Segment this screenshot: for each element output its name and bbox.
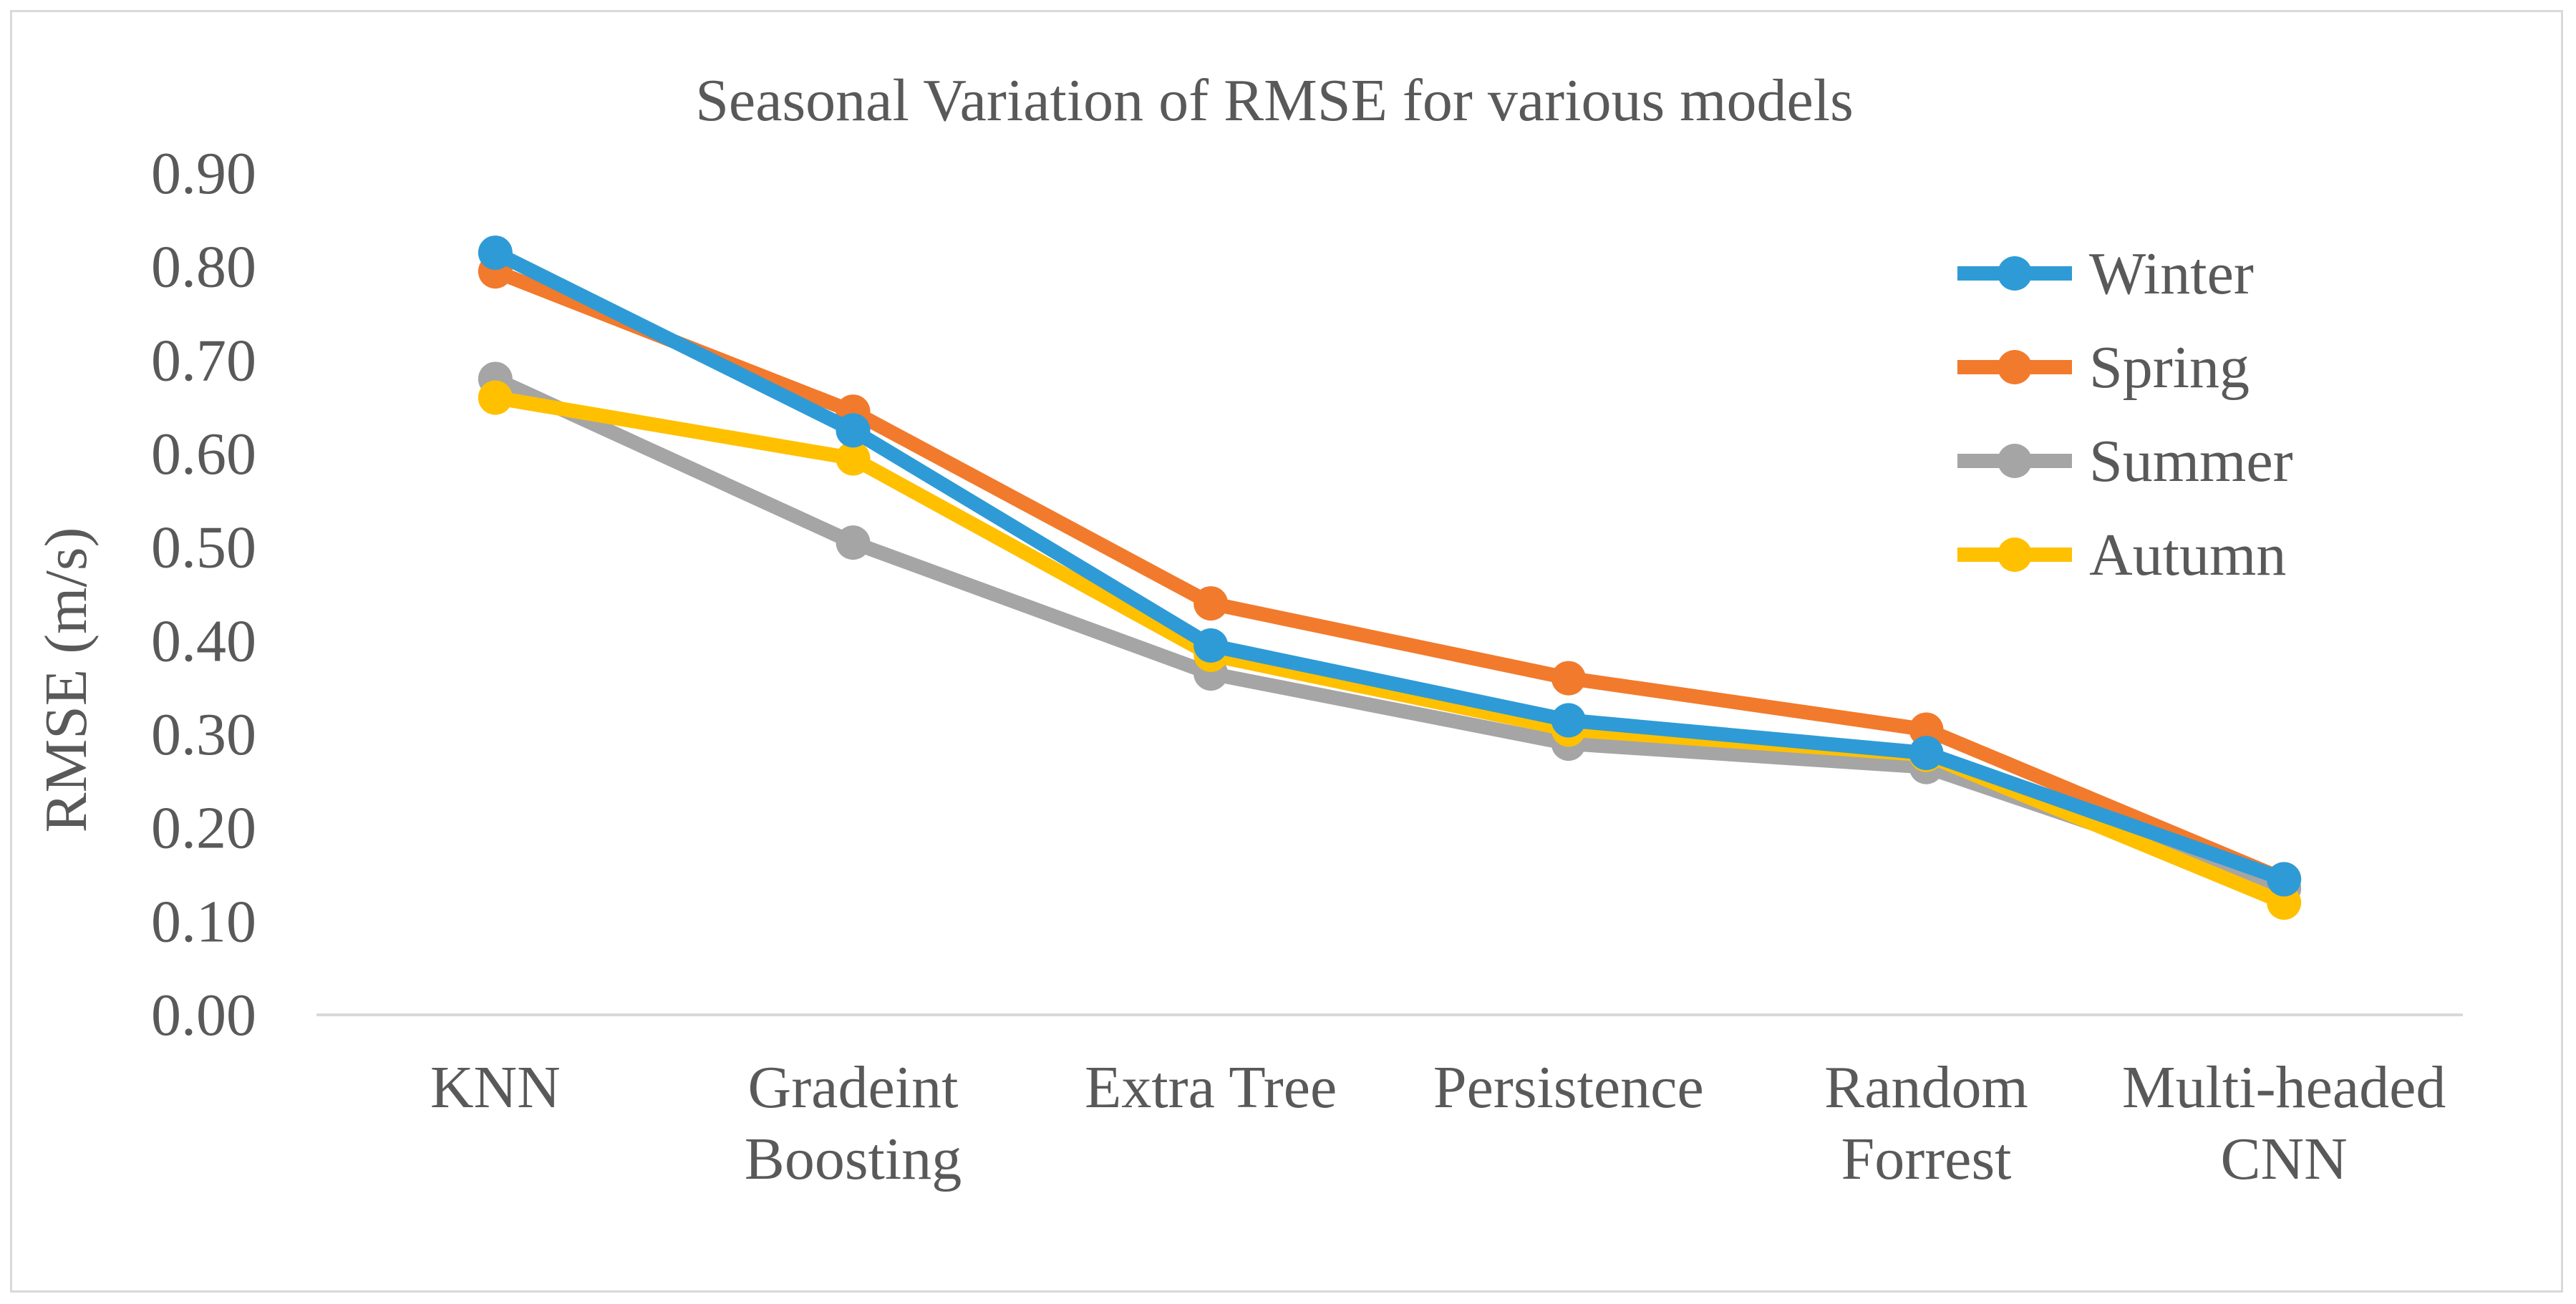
legend-swatch-marker <box>1998 256 2032 291</box>
y-tick-label: 0.00 <box>151 982 256 1048</box>
legend-label: Autumn <box>2089 522 2286 588</box>
legend-swatch-marker <box>1998 444 2032 478</box>
data-point <box>2267 862 2302 897</box>
x-tick-label: Gradeint Boosting <box>745 1054 962 1192</box>
data-point <box>836 525 871 560</box>
x-tick-label-line: CNN <box>2220 1126 2347 1192</box>
y-tick-label: 0.60 <box>151 421 256 487</box>
legend-item-summer: Summer <box>1957 428 2293 495</box>
x-tick-label-line: Persistence <box>1433 1054 1704 1121</box>
data-point <box>1551 703 1586 738</box>
x-tick-label-line: Multi-headed <box>2122 1054 2446 1121</box>
x-tick-label-line: Boosting <box>745 1126 962 1192</box>
legend-label: Winter <box>2089 240 2254 307</box>
y-tick-label: 0.50 <box>151 515 256 581</box>
y-tick-label: 0.90 <box>151 140 256 207</box>
series-winter <box>478 235 2302 897</box>
x-tick-label: Extra Tree <box>1085 1054 1337 1121</box>
y-tick-label: 0.70 <box>151 327 256 394</box>
chart-frame <box>10 10 2563 1293</box>
legend-swatch-marker <box>1998 537 2032 572</box>
x-tick-label-line: KNN <box>430 1054 561 1121</box>
chart-title: Seasonal Variation of RMSE for various m… <box>695 67 1854 134</box>
data-point <box>1909 736 1944 771</box>
y-tick-label: 0.30 <box>151 701 256 768</box>
x-tick-label-line: Random <box>1824 1054 2028 1121</box>
series-line <box>488 245 2292 887</box>
data-point <box>836 441 871 476</box>
data-point <box>478 235 513 271</box>
x-tick-label: Random Forrest <box>1824 1054 2028 1192</box>
legend-label: Spring <box>2089 334 2250 401</box>
legend-item-autumn: Autumn <box>1957 522 2286 588</box>
y-tick-label: 0.80 <box>151 234 256 301</box>
x-tick-label: KNN <box>430 1054 561 1121</box>
legend-item-winter: Winter <box>1957 240 2254 307</box>
legend-swatch-marker <box>1998 350 2032 384</box>
data-point <box>1551 661 1586 696</box>
legend-item-spring: Spring <box>1957 334 2250 401</box>
legend: Winter Spring Summer Autumn <box>1957 240 2293 588</box>
series-line <box>488 371 2292 896</box>
data-point <box>1193 586 1229 621</box>
legend-label: Summer <box>2089 428 2293 495</box>
data-point <box>1193 628 1229 663</box>
data-point <box>478 380 513 415</box>
x-axis-ticks: KNN Gradeint Boosting Extra Tree Persistence… <box>430 1054 2446 1192</box>
y-axis-label: RMSE (m/s) <box>33 527 100 832</box>
y-axis-ticks: 0.00 0.10 0.20 0.30 0.40 0.50 0.60 0.70 0.80 0.90 <box>151 140 256 1048</box>
x-tick-label-line: Forrest <box>1841 1126 2012 1192</box>
x-tick-label-line: Gradeint <box>748 1054 959 1121</box>
x-tick-label: Multi-headed CNN <box>2122 1054 2446 1192</box>
y-tick-label: 0.10 <box>151 888 256 955</box>
series-group <box>478 235 2302 920</box>
y-tick-label: 0.40 <box>151 608 256 674</box>
series-line <box>488 264 2292 887</box>
data-point <box>836 413 871 448</box>
x-tick-label: Persistence <box>1433 1054 1704 1121</box>
y-tick-label: 0.20 <box>151 795 256 862</box>
x-tick-label-line: Extra Tree <box>1085 1054 1337 1121</box>
